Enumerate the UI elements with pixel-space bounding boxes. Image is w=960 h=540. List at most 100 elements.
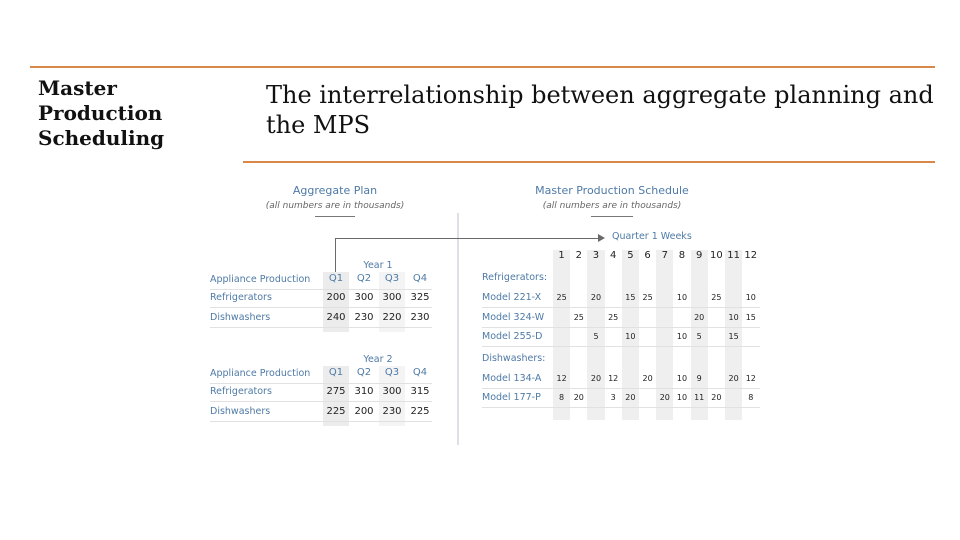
week-header: 11 <box>727 250 740 261</box>
table-rule <box>210 383 432 384</box>
table-cell: 230 <box>354 312 374 323</box>
aggregate-plan-subtitle: (all numbers are in thousands) <box>265 201 405 211</box>
table-rule <box>210 327 432 328</box>
quarter-header: Q1 <box>328 367 344 378</box>
mps-cell: 11 <box>694 393 705 402</box>
week-column-shade <box>621 250 639 420</box>
planning-figure: Aggregate Plan (all numbers are in thous… <box>205 180 765 450</box>
mps-cell: 12 <box>556 373 567 383</box>
mps-cell: 5 <box>696 332 702 341</box>
mps-group-label: Dishwashers: <box>482 352 546 364</box>
quarter-header: Q3 <box>384 367 400 378</box>
mps-subtitle: (all numbers are in thousands) <box>542 201 682 211</box>
row-label: Dishwashers <box>210 312 271 323</box>
quarter-header: Q4 <box>412 367 428 378</box>
week-header: 4 <box>610 250 617 261</box>
mps-cell: 25 <box>711 293 722 302</box>
week-header: 10 <box>710 250 723 261</box>
year-label: Year 1 <box>363 260 393 271</box>
mps-cell: 5 <box>593 332 599 341</box>
mps-cell: 15 <box>745 312 756 322</box>
connector-line-vertical <box>335 238 336 272</box>
week-header: 6 <box>644 250 651 261</box>
week-header: 9 <box>696 250 703 261</box>
week-header: 12 <box>744 250 758 261</box>
mps-title: Master Production Schedule <box>535 184 689 197</box>
table-cell: 300 <box>382 386 402 397</box>
mps-cell: 12 <box>608 373 619 383</box>
table-rule <box>210 289 432 290</box>
aggregate-plan-title: Aggregate Plan <box>292 184 378 197</box>
week-column-shade <box>690 250 708 420</box>
row-label: Refrigerators <box>210 292 272 303</box>
table-cell: 240 <box>326 312 346 323</box>
table-rule <box>210 401 432 402</box>
quarter-header: Q3 <box>384 273 400 284</box>
quarter-header: Q1 <box>328 273 344 284</box>
title-accent-rule <box>243 161 935 163</box>
mps-cell: 25 <box>573 312 584 322</box>
q1-highlight <box>323 366 349 426</box>
mps-cell: 8 <box>748 393 754 402</box>
table-cell: 230 <box>410 312 430 323</box>
mps-cell: 10 <box>676 293 688 302</box>
top-accent-rule <box>30 66 935 68</box>
mps-cell: 10 <box>728 312 739 322</box>
mps-cell: 12 <box>745 373 756 383</box>
table-cell: 300 <box>354 292 374 303</box>
side-title-line: Production <box>38 101 163 125</box>
mps-model-label: Model 134-A <box>482 372 542 384</box>
week-header: 5 <box>627 250 634 261</box>
mps-cell: 20 <box>728 373 739 383</box>
table-cell: 225 <box>410 406 430 417</box>
table-rule <box>210 421 432 422</box>
table-cell: 275 <box>326 386 346 397</box>
table-cell: 225 <box>326 406 346 417</box>
mps-cell: 20 <box>573 393 584 402</box>
mps-cell: 15 <box>625 293 636 302</box>
mps-row-rule <box>482 326 760 328</box>
table-cell: 315 <box>410 386 430 397</box>
mps-cell: 20 <box>642 373 653 383</box>
aggregate-plan-underline <box>315 216 355 217</box>
week-header: 2 <box>575 250 582 261</box>
mps-model-label: Model 221-X <box>482 292 542 303</box>
table-cell: 310 <box>354 386 374 397</box>
mps-cell: 25 <box>556 293 567 302</box>
row-label: Refrigerators <box>210 386 272 397</box>
week-column-shade <box>587 250 605 420</box>
table-cell: 200 <box>326 292 346 303</box>
quarter-header: Q4 <box>412 273 428 284</box>
week-column-shade <box>553 250 571 420</box>
mps-cell: 20 <box>590 293 602 302</box>
mps-cell: 10 <box>676 373 688 383</box>
table-cell: 200 <box>354 406 374 417</box>
appliance-production-header: Appliance Production <box>210 274 311 285</box>
table-cell: 325 <box>410 292 430 303</box>
mps-row-rule <box>482 407 760 408</box>
week-column-shade <box>656 250 674 420</box>
connector-line-horizontal <box>335 238 599 239</box>
mps-cell: 20 <box>625 393 636 402</box>
mps-cell: 20 <box>694 312 705 322</box>
mps-cell: 20 <box>659 393 670 402</box>
week-header: 3 <box>592 250 600 261</box>
q3-highlight <box>379 272 405 332</box>
mps-row-rule <box>482 307 760 308</box>
mps-underline <box>591 216 633 217</box>
mps-cell: 3 <box>610 393 616 402</box>
side-title-line: Master <box>38 76 117 100</box>
connector-arrowhead <box>598 234 605 242</box>
mps-cell: 25 <box>608 312 619 322</box>
week-header: 7 <box>661 250 668 261</box>
q1-highlight <box>323 272 349 332</box>
table-rule <box>210 307 432 308</box>
table-cell: 220 <box>382 312 402 323</box>
week-column-shade <box>725 250 743 420</box>
mps-cell: 10 <box>676 332 688 341</box>
side-title-line: Scheduling <box>38 126 165 150</box>
q3-highlight <box>379 366 405 426</box>
slide-title: The interrelationship between aggregate … <box>266 81 934 139</box>
year-label: Year 2 <box>363 354 393 365</box>
quarter-header: Q2 <box>356 273 372 284</box>
